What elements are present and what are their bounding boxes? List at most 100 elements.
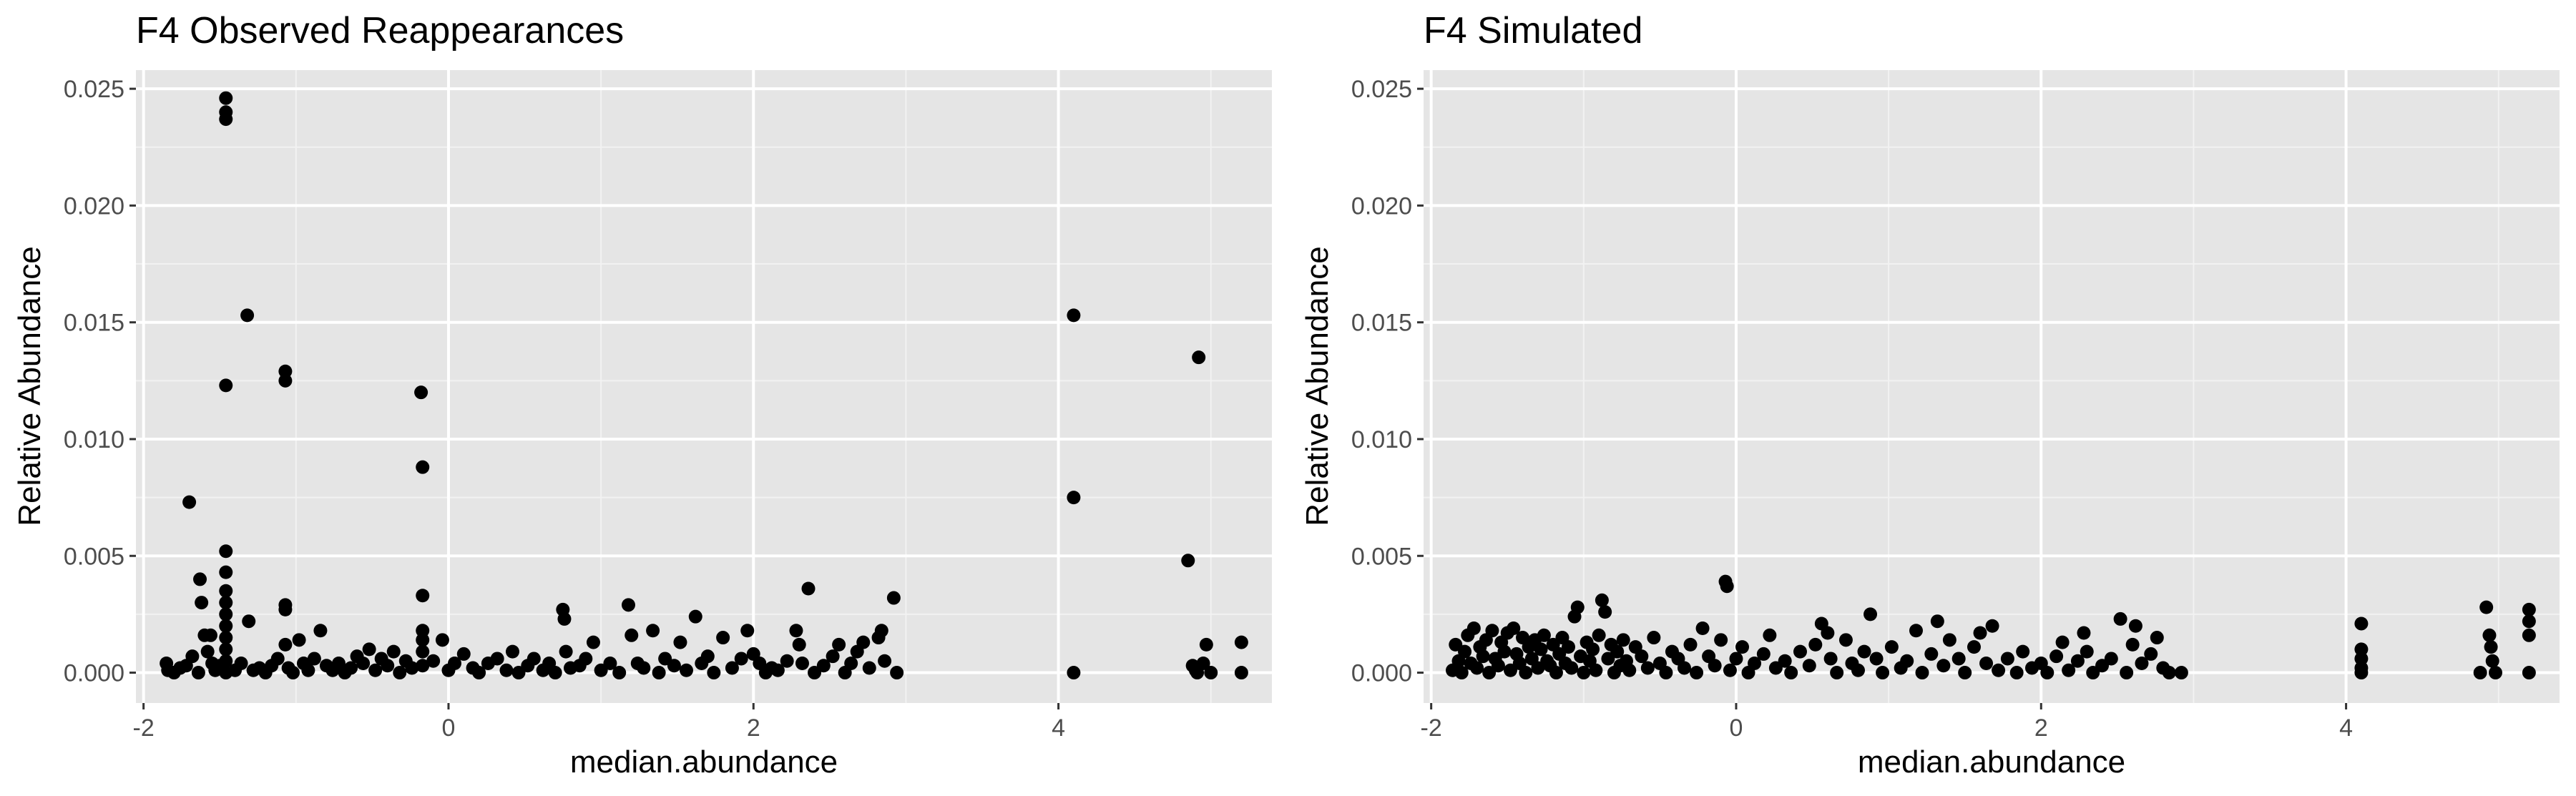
data-point (770, 663, 785, 677)
chart-simulated: F4 Simulated 0.0000.0050.0100.0150.0200.… (1300, 10, 2560, 780)
data-point (1635, 649, 1649, 664)
data-point (1756, 647, 1771, 661)
data-point (1958, 666, 1972, 680)
x-tick-label: 2 (2034, 714, 2048, 742)
data-point (416, 624, 430, 638)
data-point (667, 659, 681, 673)
data-point (219, 607, 233, 621)
data-point (716, 631, 730, 645)
data-point (1690, 666, 1704, 680)
data-point (1864, 607, 1878, 621)
data-point (673, 635, 687, 649)
data-point (219, 112, 233, 127)
data-point (2040, 666, 2055, 680)
data-point (1586, 642, 1600, 657)
data-point (1466, 621, 1481, 635)
data-point (725, 661, 739, 675)
data-point (1936, 659, 1951, 673)
data-point (219, 91, 233, 105)
data-point (1192, 350, 1206, 365)
data-point (414, 385, 428, 400)
data-point (278, 602, 293, 616)
data-point (1857, 644, 1871, 659)
data-point (1778, 654, 1792, 668)
data-point (2485, 654, 2499, 668)
data-point (2488, 666, 2502, 680)
data-point (801, 581, 816, 596)
x-tick-label: 4 (1052, 714, 1065, 742)
data-point (2162, 666, 2176, 680)
data-point (2128, 619, 2142, 633)
x-axis-title: median.abundance (1858, 745, 2125, 780)
data-point (278, 364, 293, 378)
data-points (160, 91, 1248, 680)
data-point (688, 609, 702, 624)
data-point (313, 624, 328, 638)
data-point (1234, 666, 1248, 680)
data-point (2077, 626, 2091, 640)
data-point (405, 661, 419, 675)
data-point (2174, 666, 2188, 680)
data-point (1708, 659, 1722, 673)
data-point (270, 652, 285, 666)
x-tick-label: 0 (442, 714, 456, 742)
x-tick-label: 4 (2339, 714, 2353, 742)
data-point (2354, 616, 2369, 631)
data-points (1445, 574, 2536, 680)
data-point (219, 642, 233, 657)
x-axis: -2 0 2 4 (1421, 703, 2353, 742)
y-tick-label: 0.000 (64, 660, 124, 687)
data-point (219, 654, 233, 668)
data-point (191, 666, 205, 680)
data-point (1924, 647, 1939, 661)
data-point (499, 663, 514, 677)
data-point (368, 663, 383, 677)
data-point (426, 654, 441, 668)
data-point (1720, 579, 1734, 594)
data-point (878, 654, 892, 668)
x-tick-label: -2 (1421, 714, 1442, 742)
y-axis-title: Relative Abundance (12, 246, 47, 526)
data-point (2000, 652, 2014, 666)
data-point (200, 644, 215, 659)
data-point (612, 666, 627, 680)
data-point (559, 644, 573, 659)
data-point (1491, 659, 1505, 673)
data-point (1476, 649, 1490, 664)
data-point (1808, 637, 1823, 652)
data-point (1497, 644, 1512, 659)
data-point (1067, 666, 1081, 680)
x-tick-label: 2 (747, 714, 760, 742)
data-point (1930, 614, 1944, 629)
y-tick-label: 0.010 (1351, 426, 1412, 453)
data-point (278, 637, 293, 652)
data-point (707, 666, 721, 680)
data-point (286, 666, 300, 680)
y-tick-label: 0.005 (64, 543, 124, 570)
y-tick-label: 0.015 (64, 310, 124, 337)
data-point (393, 666, 407, 680)
data-point (700, 649, 715, 664)
data-point (2484, 640, 2498, 654)
data-point (219, 378, 233, 393)
data-point (1485, 624, 1499, 638)
data-point (1610, 644, 1625, 659)
data-point (1561, 640, 1575, 654)
data-point (362, 642, 376, 657)
x-tick-label: 0 (1730, 714, 1743, 742)
data-point (301, 663, 315, 677)
data-point (356, 656, 371, 670)
data-point (886, 591, 901, 605)
grid-lines (136, 70, 1272, 703)
data-point (1683, 637, 1698, 652)
data-point (2354, 652, 2369, 666)
data-point (292, 633, 306, 647)
x-axis-title: median.abundance (570, 745, 838, 780)
plot-panel (1424, 70, 2560, 703)
chart-title: F4 Simulated (1424, 10, 1642, 51)
data-point (2522, 602, 2536, 616)
data-point (679, 663, 693, 677)
data-point (2080, 644, 2094, 659)
data-point (2104, 652, 2118, 666)
